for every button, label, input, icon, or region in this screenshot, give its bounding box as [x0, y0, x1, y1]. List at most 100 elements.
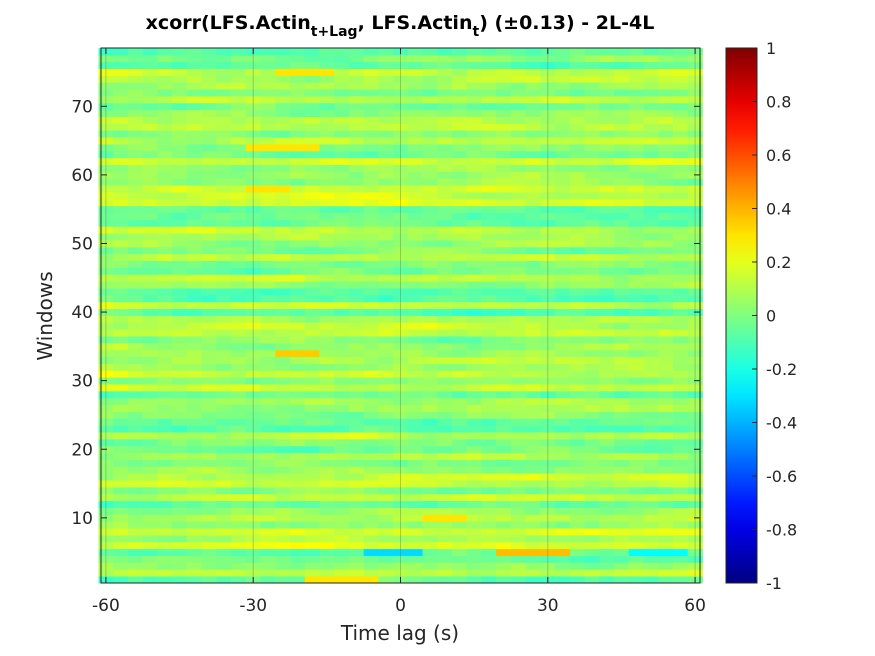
heatmap-cell	[510, 192, 527, 200]
heatmap-cell	[348, 130, 365, 138]
heatmap-cell	[407, 486, 423, 495]
heatmap-cell	[452, 219, 468, 227]
heatmap-cell	[245, 233, 261, 241]
heatmap-cell	[201, 342, 217, 351]
heatmap-cell	[569, 96, 586, 104]
heatmap-cell	[658, 459, 674, 467]
heatmap-cell	[481, 384, 497, 392]
heatmap-cell	[437, 267, 453, 275]
heatmap-cell	[113, 377, 129, 385]
heatmap-cell	[363, 260, 379, 268]
heatmap-cell	[569, 61, 586, 69]
heatmap-cell	[673, 418, 689, 426]
heatmap-cell	[584, 349, 600, 358]
heatmap-cell	[407, 102, 423, 111]
heatmap-cell	[393, 377, 409, 385]
heatmap-cell	[673, 219, 689, 227]
heatmap-cell	[334, 192, 350, 200]
heatmap-cell	[614, 164, 630, 172]
heatmap-cell	[157, 438, 173, 447]
heatmap-cell	[348, 377, 365, 385]
heatmap-cell	[658, 130, 674, 138]
heatmap-cell	[673, 54, 689, 63]
heatmap-cell	[599, 315, 615, 323]
heatmap-cell	[245, 390, 261, 399]
heatmap-cell	[260, 411, 276, 419]
heatmap-cell	[142, 233, 158, 241]
heatmap-cell	[172, 576, 188, 584]
heatmap-cell	[481, 281, 497, 289]
heatmap-cell	[260, 96, 276, 104]
heatmap-cell	[673, 226, 689, 234]
heatmap-cell	[614, 452, 630, 460]
heatmap-cell	[378, 96, 394, 104]
heatmap-cell	[422, 219, 438, 227]
heatmap-cell	[481, 212, 497, 220]
heatmap-cell	[378, 493, 394, 502]
heatmap-cell	[128, 466, 144, 474]
heatmap-cell	[569, 534, 586, 543]
heatmap-cell	[363, 349, 379, 358]
heatmap-cell	[157, 500, 173, 508]
heatmap-cell	[481, 534, 497, 543]
heatmap-cell	[569, 192, 586, 200]
heatmap-cell	[216, 123, 232, 131]
heatmap-cell	[348, 452, 365, 460]
heatmap-cell	[599, 438, 615, 447]
heatmap-cell	[614, 438, 630, 447]
heatmap-cell	[142, 521, 158, 529]
heatmap-cell	[290, 521, 306, 529]
heatmap-cell	[319, 384, 335, 392]
heatmap-cell	[260, 418, 276, 426]
heatmap-cell	[466, 205, 482, 214]
heatmap-cell	[98, 528, 114, 536]
heatmap-cell	[378, 411, 394, 419]
heatmap-cell	[231, 253, 247, 262]
heatmap-cell	[555, 363, 571, 371]
heatmap-cell	[525, 109, 541, 117]
heatmap-cell	[643, 198, 659, 207]
heatmap-cell	[290, 473, 306, 481]
heatmap-cell	[673, 68, 689, 76]
heatmap-cell	[275, 363, 291, 371]
heatmap-cell	[378, 48, 394, 56]
heatmap-cell	[496, 75, 512, 83]
heatmap-cell	[466, 61, 482, 69]
heatmap-cell	[481, 185, 497, 193]
heatmap-cell	[466, 397, 482, 406]
heatmap-cell	[452, 130, 468, 138]
heatmap-cell	[201, 466, 217, 474]
heatmap-cell	[555, 212, 571, 220]
heatmap-cell	[466, 342, 482, 351]
heatmap-cell	[540, 96, 556, 104]
heatmap-cell	[348, 397, 365, 406]
heatmap-cell	[216, 363, 232, 371]
heatmap-cell	[496, 569, 512, 577]
heatmap-cell	[172, 246, 188, 255]
heatmap-cell	[157, 576, 173, 584]
heatmap-cell	[393, 240, 409, 248]
heatmap-cell	[363, 288, 379, 296]
heatmap-cell	[673, 342, 689, 351]
heatmap-cell	[142, 288, 158, 296]
heatmap-cell	[245, 246, 261, 255]
heatmap-cell	[113, 315, 129, 323]
heatmap-cell	[584, 418, 600, 426]
heatmap-cell	[687, 390, 703, 399]
heatmap-cell	[260, 384, 276, 392]
heatmap-cell	[584, 192, 600, 200]
heatmap-cell	[393, 54, 409, 63]
heatmap-cell	[555, 102, 571, 111]
heatmap-cell	[216, 411, 232, 419]
heatmap-cell	[186, 486, 203, 495]
heatmap-cell	[510, 260, 527, 268]
heatmap-cell	[687, 157, 703, 165]
heatmap-cell	[658, 349, 674, 358]
heatmap-cell	[98, 466, 114, 474]
heatmap-cell	[422, 445, 438, 454]
heatmap-cell	[172, 178, 188, 186]
heatmap-cell	[628, 137, 644, 145]
heatmap-cell	[481, 109, 497, 117]
heatmap-cell	[393, 109, 409, 117]
heatmap-cell	[128, 150, 144, 159]
